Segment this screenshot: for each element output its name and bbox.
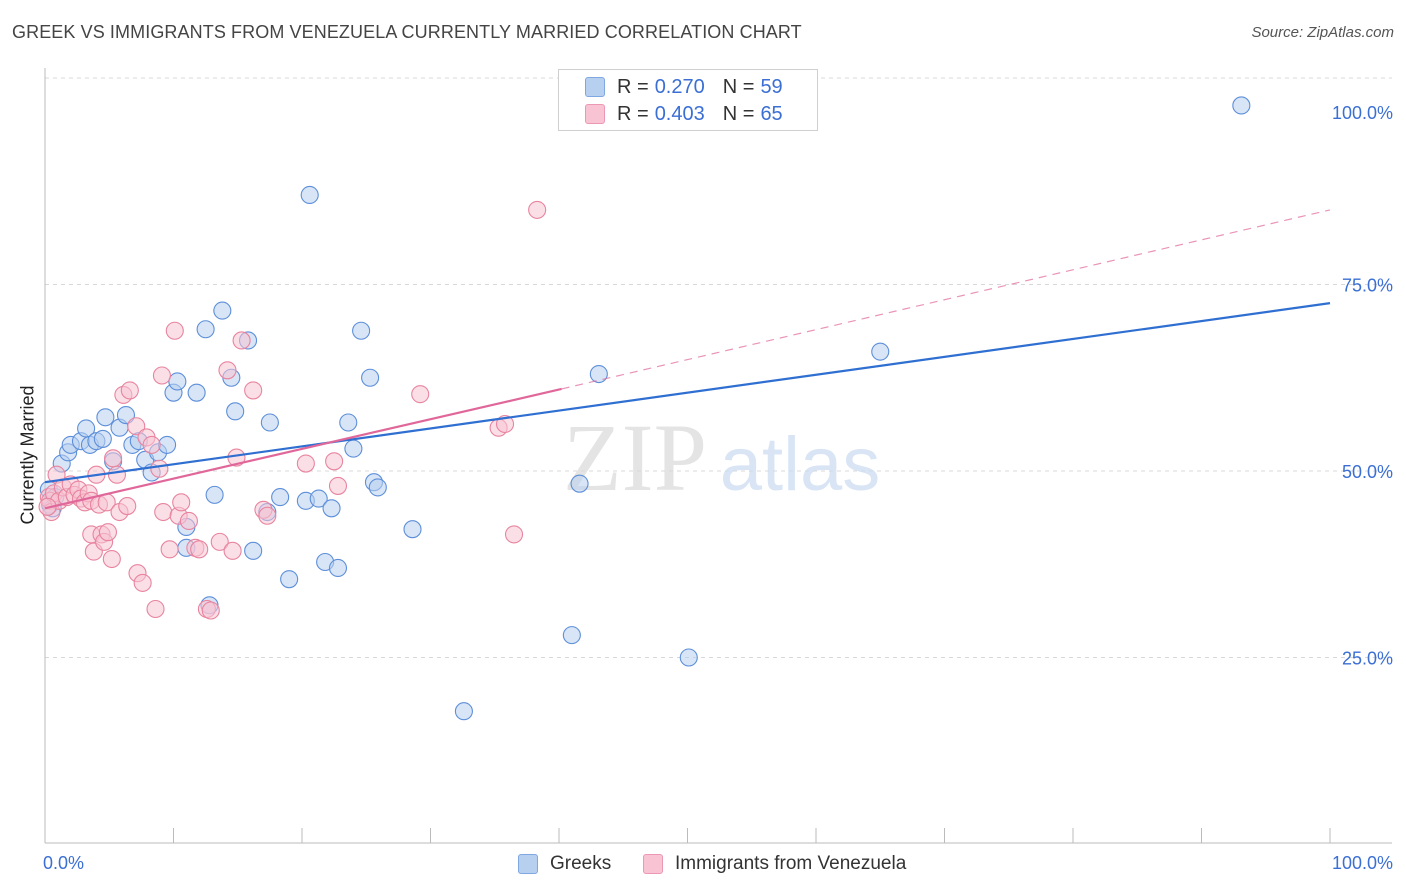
bottom-legend-venezuela: Immigrants from Venezuela <box>643 852 906 876</box>
venezuela-point <box>127 417 146 436</box>
greek-point <box>244 541 263 560</box>
venezuela-point <box>150 459 169 478</box>
venezuela-point <box>160 540 179 559</box>
greek-point <box>403 520 422 539</box>
greek-point <box>260 413 279 432</box>
bottom-greeks-label: Greeks <box>550 853 612 874</box>
bottom-legend-greeks: Greeks <box>518 852 611 876</box>
greek-point <box>226 402 245 421</box>
greek-point <box>871 342 890 361</box>
greek-point <box>116 405 136 425</box>
greek-point <box>328 558 348 578</box>
venezuela-point <box>165 321 184 340</box>
venezuela-trend-extension <box>561 209 1331 390</box>
venezuela-point <box>210 532 229 551</box>
venezuela-point <box>118 497 137 516</box>
venezuela-point <box>328 476 348 495</box>
watermark-zip: ZIP <box>563 404 707 511</box>
venezuela-point <box>154 502 173 522</box>
greek-point <box>196 320 215 339</box>
greek-point <box>339 413 358 432</box>
greek-point <box>187 383 206 402</box>
greeks-swatch <box>585 77 605 97</box>
venezuela-point <box>102 549 121 569</box>
venezuela-point <box>201 601 220 620</box>
venezuela-point <box>223 541 242 560</box>
y-tick-label-100: 100.0% <box>1332 103 1393 123</box>
greek-point <box>271 488 290 507</box>
source-label: Source: ZipAtlas.com <box>1251 24 1394 41</box>
venezuela-r-value: 0.403 <box>654 102 705 125</box>
venezuela-point <box>411 385 430 404</box>
venezuela-point <box>172 493 191 512</box>
bottom-venezuela-label: Immigrants from Venezuela <box>675 853 907 874</box>
stats-legend: R = 0.270 N = 59 R = 0.403 N = 65 <box>558 69 818 131</box>
venezuela-point <box>244 381 263 400</box>
greek-point <box>158 435 177 454</box>
greek-point <box>454 702 473 721</box>
venezuela-point <box>146 599 165 619</box>
greek-point <box>368 478 387 497</box>
venezuela-point <box>120 381 139 400</box>
greek-point <box>1232 96 1251 115</box>
greek-point <box>570 474 589 493</box>
greek-point <box>679 648 698 667</box>
greek-point <box>280 570 299 589</box>
y-tick-label-50: 50.0% <box>1342 462 1393 482</box>
greek-point <box>300 185 319 205</box>
venezuela-point <box>528 200 547 219</box>
chart-title: GREEK VS IMMIGRANTS FROM VENEZUELA CURRE… <box>12 22 802 42</box>
venezuela-point <box>107 465 127 484</box>
greek-point <box>322 499 341 518</box>
watermark-atlas: atlas <box>720 422 881 507</box>
venezuela-point <box>258 506 277 525</box>
greeks-r-value: 0.270 <box>654 75 705 98</box>
venezuela-n-label: N = <box>722 102 755 125</box>
greek-point <box>168 372 187 391</box>
venezuela-point <box>179 511 198 531</box>
venezuela-point <box>218 361 237 380</box>
greek-trend-line <box>44 302 1331 484</box>
greeks-n-value: 59 <box>760 75 783 98</box>
greeks-r-label: R = <box>617 75 649 98</box>
y-tick-label-25: 25.0% <box>1342 649 1393 669</box>
bottom-greeks-swatch <box>518 854 538 874</box>
venezuela-point <box>325 452 344 471</box>
y-tick-label-75: 75.0% <box>1342 276 1393 296</box>
venezuela-point <box>296 454 315 473</box>
greek-point <box>205 485 224 504</box>
venezuela-swatch <box>585 104 605 124</box>
greek-point <box>96 408 115 427</box>
venezuela-point <box>142 435 161 454</box>
venezuela-point <box>133 573 152 592</box>
greeks-n-label: N = <box>722 75 755 98</box>
venezuela-point <box>98 523 118 542</box>
venezuela-point <box>232 331 251 350</box>
venezuela-point <box>104 449 123 468</box>
bottom-venezuela-swatch <box>643 854 663 874</box>
legend-row-venezuela: R = 0.403 N = 65 <box>585 101 783 127</box>
y-axis-label: Currently Married <box>17 385 38 525</box>
venezuela-n-value: 65 <box>760 102 783 125</box>
x-tick-label-right: 100.0% <box>1332 853 1393 873</box>
greek-point <box>93 429 112 448</box>
venezuela-r-label: R = <box>617 102 649 125</box>
legend-row-greeks: R = 0.270 N = 59 <box>585 74 783 100</box>
greek-point <box>213 301 232 320</box>
venezuela-point <box>504 525 524 544</box>
greek-point <box>361 368 380 387</box>
venezuela-trend-line <box>44 387 562 510</box>
x-tick-label-left: 0.0% <box>43 853 84 873</box>
greek-point <box>352 321 371 340</box>
greek-point <box>589 364 608 384</box>
greek-point <box>309 489 328 508</box>
venezuela-point <box>152 366 171 385</box>
greek-point <box>344 439 363 458</box>
venezuela-point <box>190 540 209 559</box>
greek-point <box>562 626 581 645</box>
